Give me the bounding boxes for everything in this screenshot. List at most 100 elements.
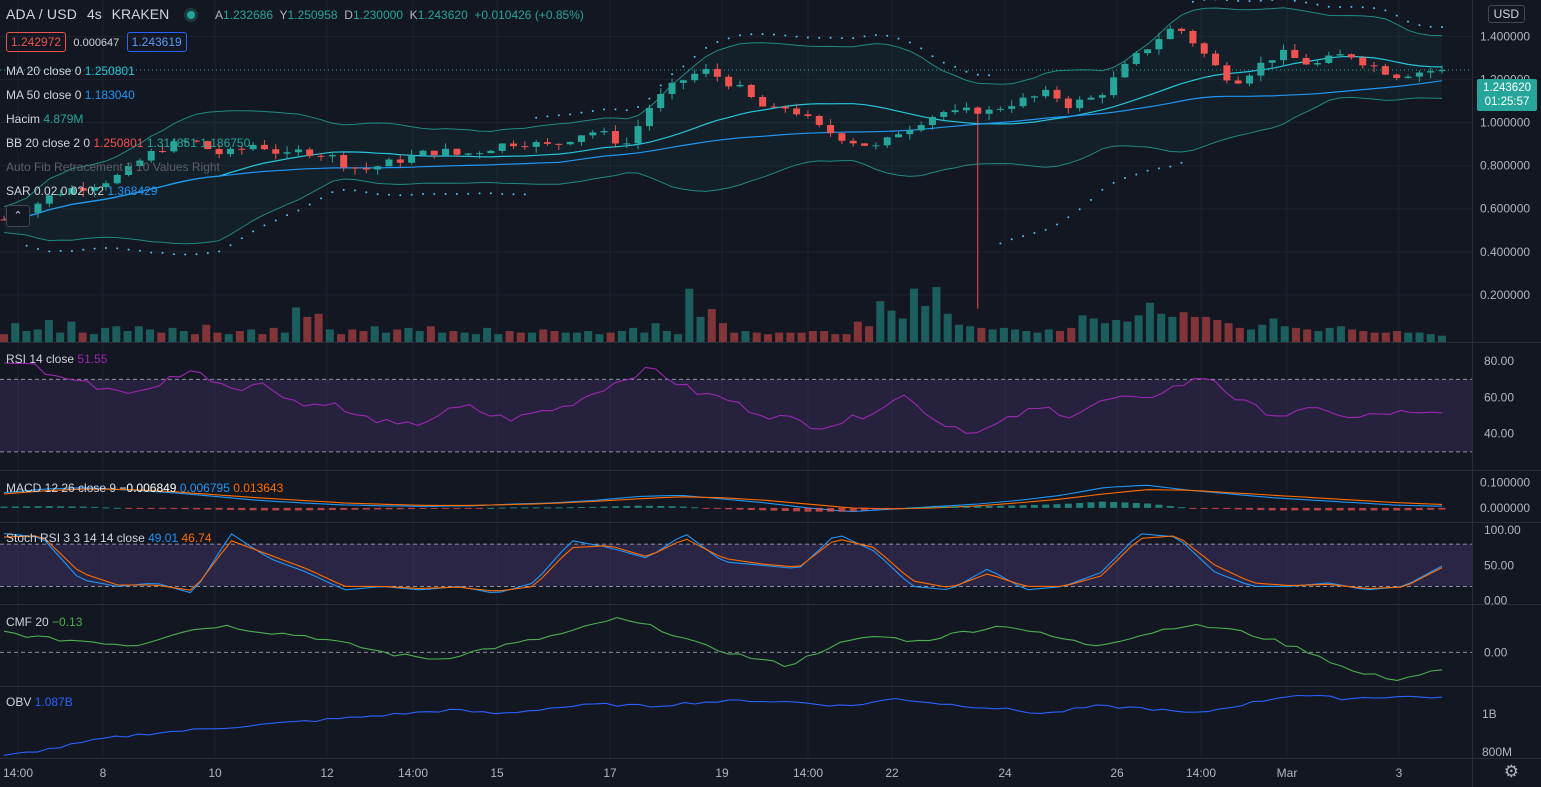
volume-bars [0, 287, 1446, 342]
macd-hist-bar [136, 507, 144, 509]
buy-button[interactable]: 1.243619 [126, 32, 187, 52]
sar-dot [478, 192, 481, 195]
candle-body [1427, 71, 1435, 73]
candle-body [883, 137, 891, 146]
candle-body [1347, 54, 1355, 58]
legend-macd[interactable]: MACD 12 26 close 9 −0.006849 0.006795 0.… [6, 481, 283, 495]
macd-hist-bar [543, 507, 551, 509]
legend-sar[interactable]: SAR 0.02 0.02 0.2 1.368429 [6, 184, 157, 198]
candle-body [57, 194, 65, 196]
time-tick-label: 26 [1110, 766, 1124, 780]
volume-bar [1370, 332, 1379, 342]
volume-bar [651, 323, 660, 342]
time-tick-label: 14:00 [398, 766, 428, 780]
macd-hist-bar [79, 506, 87, 508]
volume-bar [1056, 331, 1065, 342]
volume-bar [1134, 315, 1143, 342]
candle-body [453, 148, 461, 155]
sell-button[interactable]: 1.242972 [6, 32, 67, 52]
legend-volume[interactable]: Hacim 4.879M [6, 112, 83, 126]
sar-dot [116, 247, 119, 250]
candle-body [79, 188, 87, 191]
candle-body [510, 143, 518, 147]
symbol-header[interactable]: ADA / USD 4s KRAKEN A1.232686 Y1.250958 … [6, 6, 584, 22]
legend-rsi[interactable]: RSI 14 close 51.55 [6, 352, 107, 366]
symbol-name[interactable]: ADA / USD [6, 6, 78, 22]
volume-bar [78, 332, 87, 342]
legend-stoch[interactable]: Stoch RSI 3 3 14 14 close 49.01 46.74 [6, 531, 212, 545]
candle-body [249, 144, 257, 150]
volume-bar [1336, 326, 1345, 342]
macd-hist-bar [895, 507, 903, 509]
sar-dot [750, 33, 753, 36]
legend-fib[interactable]: Auto Fib Retracement 3 10 Values Right [6, 160, 220, 174]
time-axis[interactable]: 14:00 8 10 12 14:00 15 17 19 14:00 22 24 26 14:00 Mar… [3, 766, 1403, 780]
volume-bar [157, 332, 166, 342]
macd-hist-bar [566, 507, 574, 509]
macd-hist-bar [634, 505, 642, 508]
volume-bar [909, 288, 918, 342]
sar-dot [1395, 14, 1398, 17]
volume-bar [954, 324, 963, 342]
price-axis[interactable]: 1.400000 1.200000 1.000000 0.800000 0.600000… [1480, 29, 1530, 759]
sar-dot [1078, 208, 1081, 211]
candle-body [136, 160, 144, 167]
sar-dot [421, 192, 424, 195]
macd-hist-bar [1381, 507, 1389, 511]
volume-bar [202, 324, 211, 342]
macd-hist-bar [940, 506, 948, 508]
macd-hist-bar [1212, 507, 1220, 509]
sar-dot [286, 214, 289, 217]
volume-bar [763, 334, 772, 342]
legend-ma50[interactable]: MA 50 close 0 1.183040 [6, 88, 135, 102]
sar-dot [1418, 24, 1421, 27]
candle-body [906, 130, 914, 135]
macd-histogram [0, 501, 1446, 512]
macd-hist-bar [45, 506, 53, 508]
ma50-label: MA 50 close 0 [6, 88, 82, 102]
candle-body [1178, 28, 1186, 31]
legend-ma20[interactable]: MA 20 close 0 1.250801 [6, 64, 135, 78]
macd-hist-bar [725, 507, 733, 510]
gear-icon[interactable]: ⚙ [1503, 762, 1519, 781]
volume-bar [449, 331, 458, 342]
sar-dot [240, 237, 243, 240]
cmf-value: −0.13 [52, 615, 83, 629]
sar-dot [603, 108, 606, 111]
volume-bar [381, 332, 390, 342]
interval-label[interactable]: 4s [86, 6, 102, 22]
currency-button[interactable]: USD [1487, 5, 1525, 23]
macd-hist-bar [611, 506, 619, 508]
sar-dot [70, 249, 73, 252]
volume-bar [146, 329, 155, 342]
volume-bar [797, 332, 806, 342]
volume-bar [393, 329, 402, 342]
volume-bar [516, 332, 525, 342]
obv-tick-label: 800M [1482, 745, 1512, 759]
candle-body [657, 93, 665, 109]
volume-bar [213, 332, 222, 342]
legend-obv[interactable]: OBV 1.087B [6, 695, 73, 709]
candle-body [1291, 49, 1299, 58]
legend-bollinger[interactable]: BB 20 close 2 0 1.250801 1.314851 1.1867… [6, 136, 250, 150]
volume-bar [808, 331, 817, 342]
sar-dot [1271, 0, 1274, 1]
macd-hist-bar [419, 507, 427, 509]
sar-dot [399, 194, 402, 197]
legend-cmf[interactable]: CMF 20 −0.13 [6, 615, 82, 629]
macd-hist-bar [668, 506, 676, 508]
candlesticks[interactable] [0, 25, 1446, 309]
sar-dot [1305, 1, 1308, 4]
volume-bar [359, 331, 368, 342]
macd-hist-bar [125, 507, 133, 509]
volume-bar [460, 332, 469, 342]
macd-hist-bar [226, 507, 234, 510]
live-dot-icon [187, 10, 196, 19]
candle-body [215, 149, 223, 155]
macd-hist-bar [1200, 507, 1208, 509]
candle-body [917, 125, 925, 131]
candle-body [1268, 60, 1276, 63]
chevron-up-icon[interactable]: ⌃ [6, 205, 30, 227]
